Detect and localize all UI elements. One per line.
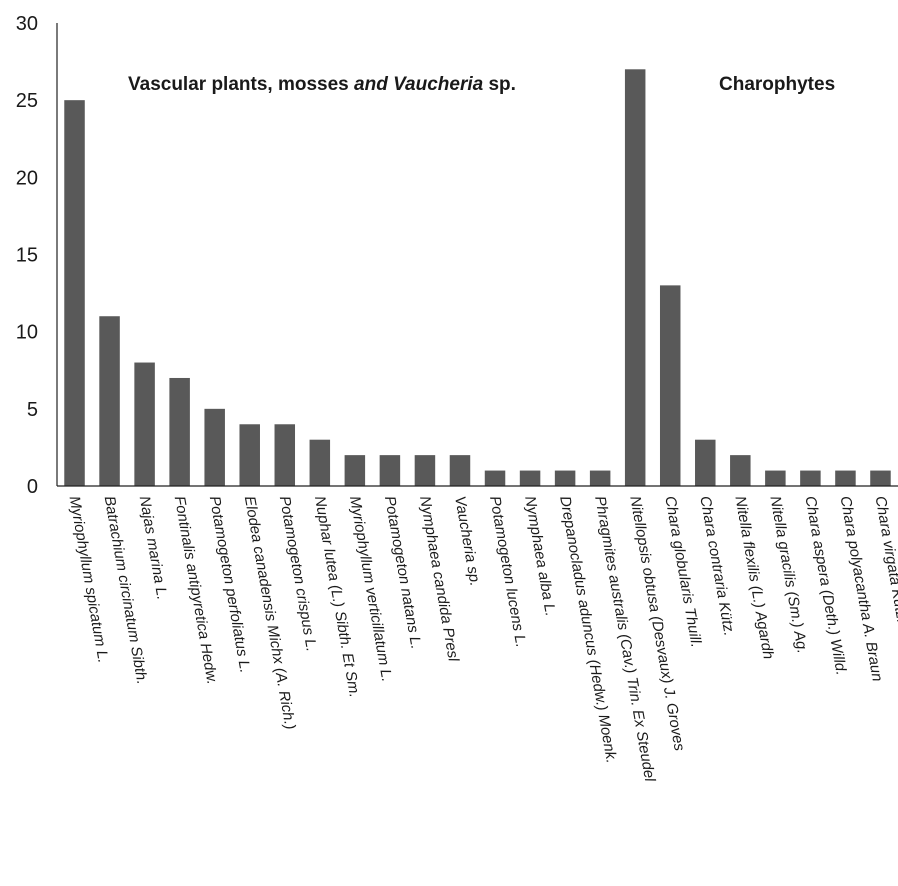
bar — [64, 100, 85, 487]
axes — [56, 23, 898, 487]
bar — [379, 455, 401, 486]
bar — [169, 377, 190, 486]
category-label: Nitella flexilis (L.) Agardh — [731, 495, 776, 661]
bar — [204, 408, 225, 486]
y-tick-label: 5 — [27, 399, 38, 421]
bar — [519, 470, 541, 486]
y-tick-label: 20 — [16, 167, 38, 189]
category-label: Vaucheria sp. — [451, 495, 484, 588]
bar — [414, 455, 436, 486]
y-tick-label: 0 — [27, 476, 38, 498]
group-label-vascular-part3: sp. — [483, 74, 516, 95]
y-tick-label: 10 — [16, 322, 38, 344]
category-label: Potamogeton lucens L. — [486, 495, 529, 649]
category-label: Nymphaea alba L. — [521, 495, 559, 618]
group-label-vascular-part2: and Vaucheria — [354, 74, 484, 95]
group-label-vascular-part1: Vascular plants, mosses — [128, 74, 354, 95]
bar — [624, 69, 646, 487]
bar — [695, 439, 716, 486]
bar — [765, 470, 786, 486]
bar — [730, 455, 751, 486]
category-label: Najas marina L. — [136, 495, 171, 601]
bar — [554, 470, 576, 486]
category-label: Chara virgata Kütz. — [872, 495, 898, 624]
bar — [589, 470, 611, 486]
bar — [239, 424, 260, 486]
bar — [309, 439, 331, 486]
category-label: Chara contraria Kütz. — [696, 495, 737, 638]
bar — [800, 470, 821, 486]
group-label-charophytes: Charophytes — [719, 74, 835, 95]
bar — [274, 424, 296, 486]
bar — [99, 316, 120, 486]
y-tick-label: 25 — [16, 90, 38, 112]
bar — [484, 470, 506, 486]
bar — [659, 285, 681, 486]
y-axis-ticks: 0 5 10 15 20 25 30 — [16, 13, 38, 498]
bar — [449, 455, 471, 486]
bar — [134, 362, 155, 486]
category-label: Chara globularis Thuill. — [661, 495, 704, 649]
bars — [64, 69, 891, 487]
group-label-charophytes-text: Charophytes — [719, 74, 835, 95]
category-labels: Myriophyllum spicatum L.Batrachium circi… — [66, 495, 898, 784]
bar — [835, 470, 856, 486]
category-label: Potamogeton natans L. — [381, 495, 425, 651]
bar — [870, 470, 891, 486]
y-tick-label: 30 — [16, 13, 38, 35]
y-tick-label: 15 — [16, 245, 38, 267]
category-label: Potamogeton crispus L. — [276, 495, 320, 653]
group-label-vascular: Vascular plants, mosses and Vaucheria sp… — [128, 74, 516, 95]
bar — [344, 455, 366, 486]
